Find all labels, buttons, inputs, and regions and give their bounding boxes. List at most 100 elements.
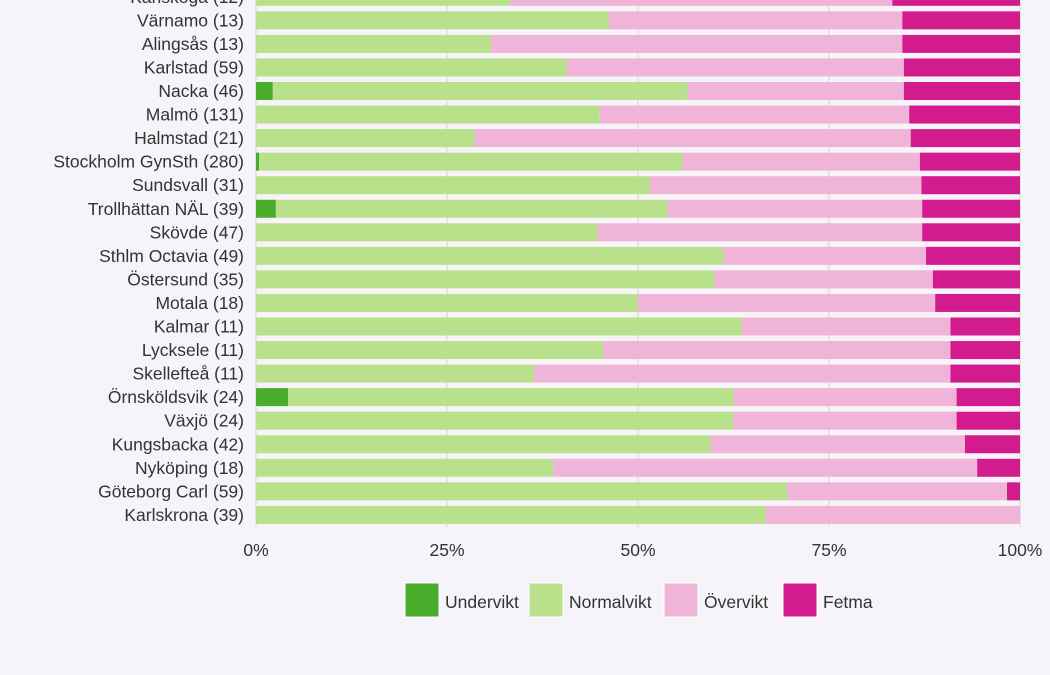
bar-row-skelleftea-11 (256, 364, 1020, 383)
bar-overvikt-varnamo-13 (608, 11, 903, 30)
category-label: Sundsvall (31) (132, 175, 244, 195)
bar-fetma-kalmar-11 (950, 317, 1020, 336)
category-label: Karlstad (59) (144, 57, 244, 77)
legend-label: Fetma (823, 592, 873, 612)
bar-row-sthlm-octavia-49 (256, 246, 1020, 265)
bar-row-malmo-131 (256, 105, 1020, 124)
bar-fetma-ostersund-35 (932, 270, 1020, 289)
bar-overvikt-sundsvall-31 (650, 176, 922, 195)
bar-row-ornskoldsvik-24 (256, 388, 1020, 407)
bar-overvikt-alingsas-13 (491, 34, 903, 53)
bar-normalvikt-malmo-131 (256, 105, 600, 124)
x-axis-ticks: 0% 25% 50% 75% 100% (243, 540, 1042, 560)
bar-normalvikt-nykoping-18 (256, 458, 554, 477)
bar-normalvikt-nacka-46 (272, 82, 688, 100)
bar-normalvikt-alingsas-13 (256, 34, 492, 53)
bar-row-sundsvall-31 (256, 176, 1020, 195)
bar-fetma-varnamo-13 (902, 11, 1020, 30)
legend-item-normalvikt[interactable]: Normalvikt (528, 582, 652, 618)
category-label: Östersund (35) (127, 269, 244, 289)
bar-overvikt-skelleftea-11 (534, 364, 951, 383)
category-label: Värnamo (13) (137, 10, 244, 30)
bar-normalvikt-karlstad-59 (256, 58, 567, 77)
bar-row-lycksele-11 (256, 341, 1020, 360)
legend-item-overvikt[interactable]: Övervikt (663, 582, 768, 618)
x-tick-label: 25% (429, 540, 464, 560)
bar-overvikt-goteborg-carl-59 (786, 482, 1008, 501)
bar-fetma-karlstad-59 (903, 58, 1020, 77)
bar-undervikt-stockholm-gynsth-280 (256, 152, 260, 171)
bar-row-kungsbacka-42 (256, 435, 1020, 454)
category-label: Skellefteå (11) (132, 364, 244, 384)
category-label: Karlskoga (12) (130, 0, 244, 7)
bar-overvikt-nacka-46 (687, 82, 904, 100)
bar-row-karlstad-59 (256, 58, 1020, 77)
bar-overvikt-kalmar-11 (741, 317, 951, 336)
bar-fetma-trollhattan-nal-39 (922, 199, 1020, 218)
category-label: Örnsköldsvik (24) (108, 387, 244, 407)
bar-overvikt-ornskoldsvik-24 (733, 388, 957, 407)
bar-row-trollhattan-nal-39 (256, 199, 1020, 218)
bar-row-stockholm-gynsth-280 (256, 152, 1020, 171)
bar-fetma-kungsbacka-42 (964, 435, 1020, 454)
bar-fetma-halmstad-21 (910, 129, 1020, 148)
bar-undervikt-trollhattan-nal-39 (256, 199, 276, 218)
bar-fetma-malmo-131 (909, 105, 1020, 124)
category-labels: Karlskoga (12) Värnamo (13) Alingsås (13) K… (53, 0, 244, 525)
bar-fetma-vaxjo-24 (956, 411, 1020, 430)
bar-overvikt-skovde-47 (597, 223, 923, 242)
x-tick-label: 100% (998, 540, 1043, 560)
bar-normalvikt-kungsbacka-42 (256, 435, 711, 454)
bar-undervikt-nacka-46 (256, 82, 273, 100)
bar-row-motala-18 (256, 293, 1020, 312)
category-label: Växjö (24) (164, 411, 244, 431)
bar-normalvikt-kalmar-11 (256, 317, 742, 336)
bar-overvikt-halmstad-21 (474, 129, 911, 148)
bar-overvikt-karlstad-59 (566, 58, 904, 77)
bar-overvikt-ostersund-35 (714, 270, 933, 289)
bar-fetma-skovde-47 (922, 223, 1020, 242)
bar-overvikt-karlskrona-39 (765, 505, 1020, 524)
bar-undervikt-ornskoldsvik-24 (256, 388, 289, 407)
bar-row-nacka-46 (256, 82, 1020, 100)
bar-fetma-karlskoga-12 (892, 0, 1020, 6)
bar-row-vaxjo-24 (256, 411, 1020, 430)
category-label: Malmö (131) (146, 105, 244, 125)
category-label: Kalmar (11) (154, 317, 244, 337)
bars-layer (256, 0, 1020, 524)
bar-fetma-skelleftea-11 (950, 364, 1020, 383)
category-label: Göteborg Carl (59) (98, 481, 244, 501)
bar-normalvikt-skovde-47 (256, 223, 598, 242)
bar-fetma-ornskoldsvik-24 (956, 388, 1020, 407)
legend-swatch (404, 582, 440, 618)
bar-row-halmstad-21 (256, 129, 1020, 148)
category-label: Alingsås (13) (142, 34, 244, 54)
category-label: Nyköping (18) (135, 458, 244, 478)
category-label: Motala (18) (155, 293, 244, 313)
bar-fetma-motala-18 (935, 293, 1020, 312)
bar-fetma-nacka-46 (903, 82, 1020, 100)
x-tick-label: 50% (620, 540, 655, 560)
bar-overvikt-sthlm-octavia-49 (723, 246, 927, 265)
category-label: Kungsbacka (42) (112, 434, 244, 454)
bar-normalvikt-ornskoldsvik-24 (288, 388, 734, 407)
bar-overvikt-kungsbacka-42 (710, 435, 965, 454)
bar-fetma-sthlm-octavia-49 (926, 246, 1020, 265)
bar-overvikt-vaxjo-24 (733, 411, 957, 430)
bar-row-nykoping-18 (256, 458, 1020, 477)
bar-row-goteborg-carl-59 (256, 482, 1020, 501)
legend-item-fetma[interactable]: Fetma (782, 582, 873, 618)
bar-normalvikt-ostersund-35 (256, 270, 715, 289)
bar-normalvikt-varnamo-13 (256, 11, 609, 30)
bar-row-varnamo-13 (256, 11, 1020, 30)
x-tick-label: 75% (811, 540, 846, 560)
bar-fetma-nykoping-18 (977, 458, 1020, 477)
bar-row-kalmar-11 (256, 317, 1020, 336)
legend-swatch (663, 582, 699, 618)
bar-normalvikt-skelleftea-11 (256, 364, 535, 383)
bar-fetma-sundsvall-31 (921, 176, 1020, 195)
legend-item-undervikt[interactable]: Undervikt (404, 582, 519, 618)
legend-label: Normalvikt (569, 592, 652, 612)
category-label: Karlskrona (39) (124, 505, 244, 525)
legend-swatch (782, 582, 818, 618)
